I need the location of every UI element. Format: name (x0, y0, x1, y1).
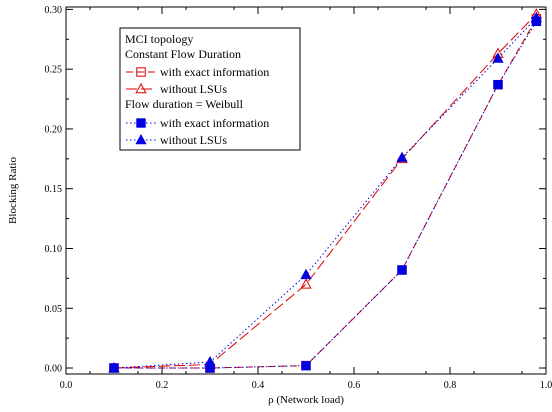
x-tick-label: 1.0 (540, 380, 552, 391)
y-tick-label: 0.20 (45, 124, 63, 135)
plot-frame (65, 6, 547, 375)
series-3-point (397, 265, 407, 275)
series-4-point (108, 361, 120, 373)
legend-heading: MCI topology (125, 32, 193, 46)
y-tick-label: 0.00 (45, 364, 63, 375)
series-3-line (114, 21, 537, 369)
x-tick-label: 0.6 (348, 380, 361, 391)
y-tick-label: 0.05 (45, 304, 63, 315)
x-tick-label: 0.8 (444, 380, 457, 391)
series-4-point (204, 356, 216, 367)
legend-group-weibull: Flow duration = Weibull (125, 97, 244, 111)
series-3-point (301, 360, 311, 371)
y-tick-label: 0.25 (45, 65, 63, 76)
legend-label-const-exact: with exact information (160, 65, 269, 79)
y-tick-label: 0.10 (45, 244, 63, 255)
series-4-point (492, 52, 504, 63)
y-tick-label: 0.15 (45, 184, 63, 195)
series-4-line (113, 17, 537, 369)
x-tick-label: 0.4 (252, 380, 265, 391)
series-4-point (530, 11, 543, 23)
legend: MCI topology Constant Flow Duration with… (119, 27, 301, 151)
series-2-point (300, 278, 312, 289)
legend-sample-marker-3 (136, 118, 146, 128)
series-4-point (396, 151, 408, 162)
legend-sample-marker-4 (135, 133, 147, 145)
legend-sample-marker-2 (135, 82, 147, 94)
legend-group-constant: Constant Flow Duration (125, 47, 241, 61)
series-2-line (113, 13, 537, 369)
y-axis-title: Blocking Ratio (7, 157, 19, 224)
series-4-point (300, 268, 312, 280)
series-layer (108, 8, 543, 373)
series-4 (108, 11, 543, 373)
y-tick-label: 0.30 (45, 5, 63, 16)
legend-sample-marker-1 (136, 67, 146, 77)
legend-label-const-nolsu: without LSUs (160, 82, 227, 96)
legend-label-weibull-nolsu: without LSUs (160, 133, 227, 147)
x-tick-label: 0.0 (60, 380, 73, 391)
x-axis-title: ρ (Network load) (268, 394, 344, 406)
axes: 0.0 0.2 0.4 0.6 0.8 1.0 0.00 0.05 0.10 0.15 0.20 0.… (7, 5, 552, 406)
series-3-point (493, 80, 503, 90)
legend-label-weibull-exact: with exact information (160, 116, 269, 130)
x-tick-label: 0.2 (156, 380, 169, 391)
